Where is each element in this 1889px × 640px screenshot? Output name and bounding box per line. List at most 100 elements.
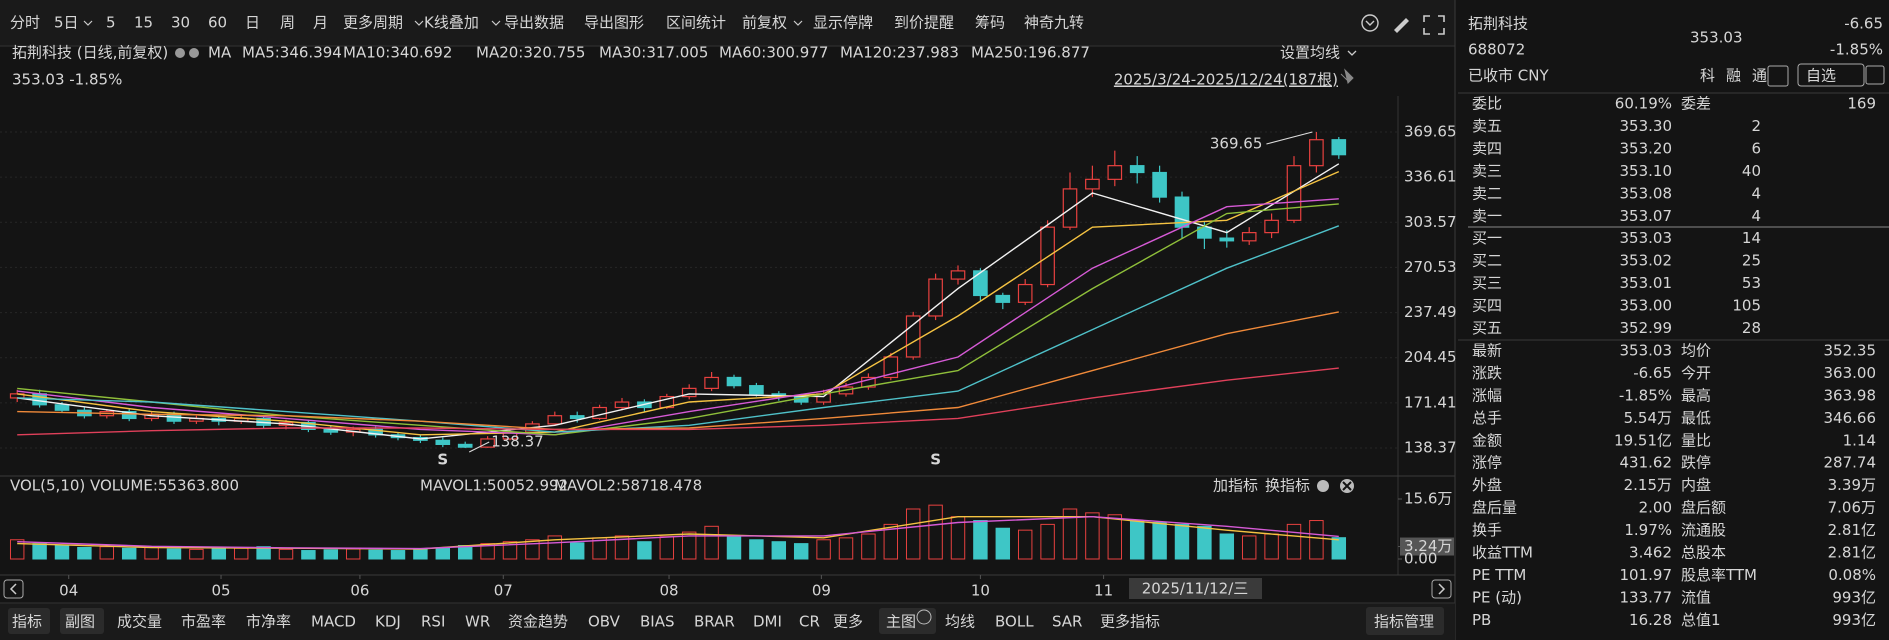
toolbar-item[interactable]: 分时 [10, 14, 40, 32]
toolbar-item[interactable]: 筹码 [975, 14, 1005, 32]
indicator-tab[interactable]: 更多指标 [1100, 613, 1160, 631]
indicator-tab[interactable]: KDJ [375, 613, 401, 631]
stat-value: 19.51亿 [1614, 431, 1672, 449]
watch-button-label[interactable]: 自选 [1806, 67, 1836, 85]
indicator-tab[interactable]: 指标管理 [1374, 613, 1434, 631]
toolbar-item[interactable]: 前复权 [742, 14, 787, 32]
indicator-tab[interactable]: WR [465, 613, 490, 631]
indicator-tool[interactable]: 换指标 [1265, 477, 1310, 495]
indicator-tab[interactable]: 主图 [886, 613, 916, 631]
indicator-tab[interactable]: RSI [421, 613, 445, 631]
low-label: 138.37 [491, 432, 544, 450]
toolbar-item[interactable]: 到价提醒 [894, 14, 954, 32]
candle-body [1129, 165, 1145, 174]
ma-line [17, 170, 1340, 436]
indicator-tab[interactable]: BIAS [640, 613, 675, 631]
ma-label: MA [208, 44, 232, 62]
candle-body [121, 411, 137, 420]
indicator-tab[interactable]: 指标 [12, 613, 42, 631]
book-price: 353.03 [1620, 229, 1673, 247]
stat-label: 盘后额 [1681, 499, 1726, 517]
window-button[interactable] [1865, 65, 1885, 85]
book-label: 买五 [1472, 319, 1502, 337]
candle-body [749, 385, 764, 395]
gear-icon[interactable] [175, 48, 185, 58]
volume-bar [726, 535, 742, 560]
indicator-tab[interactable]: 副图 [65, 613, 95, 631]
alert-button[interactable] [1767, 65, 1789, 87]
ma-legend: MA20:320.755 [476, 44, 585, 62]
indicator-tool[interactable]: 加指标 [1213, 477, 1258, 495]
gear-icon[interactable] [189, 48, 199, 58]
pin-icon[interactable] [1340, 68, 1354, 84]
toolbar-item[interactable]: 15 [134, 14, 153, 32]
indicator-tab[interactable]: MACD [311, 613, 356, 631]
indicator-tab[interactable]: 成交量 [117, 613, 162, 631]
toolbar-item[interactable]: 60 [208, 14, 227, 32]
help-icon[interactable] [916, 609, 932, 625]
toolbar-item[interactable]: 5日 [54, 14, 79, 32]
toolbar-item[interactable]: 区间统计 [666, 14, 726, 32]
indicator-tab[interactable]: 均线 [945, 613, 975, 631]
indicator-tab[interactable]: SAR [1052, 613, 1082, 631]
toolbar-item[interactable]: K线叠加 [424, 14, 479, 32]
indicator-tab[interactable]: CR [799, 613, 820, 631]
toolbar-item[interactable]: 显示停牌 [813, 14, 873, 32]
toolbar-item[interactable]: 神奇九转 [1024, 14, 1084, 32]
stat-label: 总股本 [1681, 544, 1726, 562]
indicator-tab[interactable]: 市净率 [246, 613, 291, 631]
indicator-tab[interactable]: OBV [588, 613, 621, 631]
candle-body [1017, 283, 1033, 303]
watch-button[interactable] [1797, 63, 1865, 87]
stat-value: -6.65 [1633, 364, 1672, 382]
volume-bar [77, 546, 92, 560]
tab-box[interactable] [8, 608, 50, 634]
stat-value: 352.35 [1824, 341, 1877, 359]
y-tick-label: 369.65 [1404, 122, 1457, 140]
book-price: 353.08 [1620, 184, 1673, 202]
toolbar-item[interactable]: 周 [280, 14, 295, 32]
indicator-tab[interactable]: 资金趋势 [508, 613, 568, 631]
toolbar-item[interactable]: 5 [106, 14, 116, 32]
stat-label: 最高 [1681, 386, 1711, 404]
stat-label: 量比 [1681, 431, 1711, 449]
row-label: 委差 [1681, 95, 1711, 113]
book-price: 353.00 [1620, 297, 1673, 315]
stat-value: 0.08% [1828, 566, 1876, 584]
menu-icon[interactable] [1361, 14, 1379, 32]
toolbar-item[interactable]: 30 [171, 14, 190, 32]
scroll-right[interactable] [1431, 579, 1452, 599]
volume-bar [32, 543, 47, 560]
manage-button[interactable] [1366, 607, 1444, 635]
toolbar-item[interactable]: 导出数据 [504, 14, 564, 32]
book-label: 卖四 [1472, 139, 1502, 157]
fullscreen-icon[interactable] [1423, 15, 1445, 35]
volume-bar [1107, 514, 1123, 560]
indicator-tab[interactable]: DMI [753, 613, 782, 631]
ma-setting[interactable]: 设置均线 [1280, 44, 1340, 62]
draw-icon[interactable] [1394, 18, 1409, 33]
candle-body [1152, 171, 1167, 198]
tab-box[interactable] [879, 608, 936, 634]
toolbar-item[interactable]: 导出图形 [584, 14, 644, 32]
y-tick-label: 237.49 [1404, 303, 1457, 321]
volume-bar [345, 548, 361, 560]
candle-body [861, 376, 876, 388]
candle-body [435, 439, 451, 446]
stat-value: 2.81亿 [1828, 521, 1876, 539]
indicator-tab[interactable]: 更多 [833, 613, 863, 631]
market-status: 已收市 CNY [1468, 67, 1549, 85]
indicator-tab[interactable]: BRAR [694, 613, 735, 631]
toolbar-item[interactable]: 更多周期 [343, 14, 403, 32]
indicator-tab[interactable]: 市盈率 [181, 613, 226, 631]
volume-bar [838, 537, 854, 560]
settings-icon[interactable] [1317, 480, 1329, 492]
book-label: 卖三 [1472, 162, 1502, 180]
indicator-tab[interactable]: BOLL [995, 613, 1034, 631]
stat-value: 3.462 [1629, 544, 1672, 562]
candle-body [547, 415, 563, 425]
toolbar-item[interactable]: 日 [245, 14, 260, 32]
toolbar-item[interactable]: 月 [313, 14, 328, 32]
scroll-left[interactable] [3, 579, 24, 599]
tab-box[interactable] [60, 608, 104, 634]
